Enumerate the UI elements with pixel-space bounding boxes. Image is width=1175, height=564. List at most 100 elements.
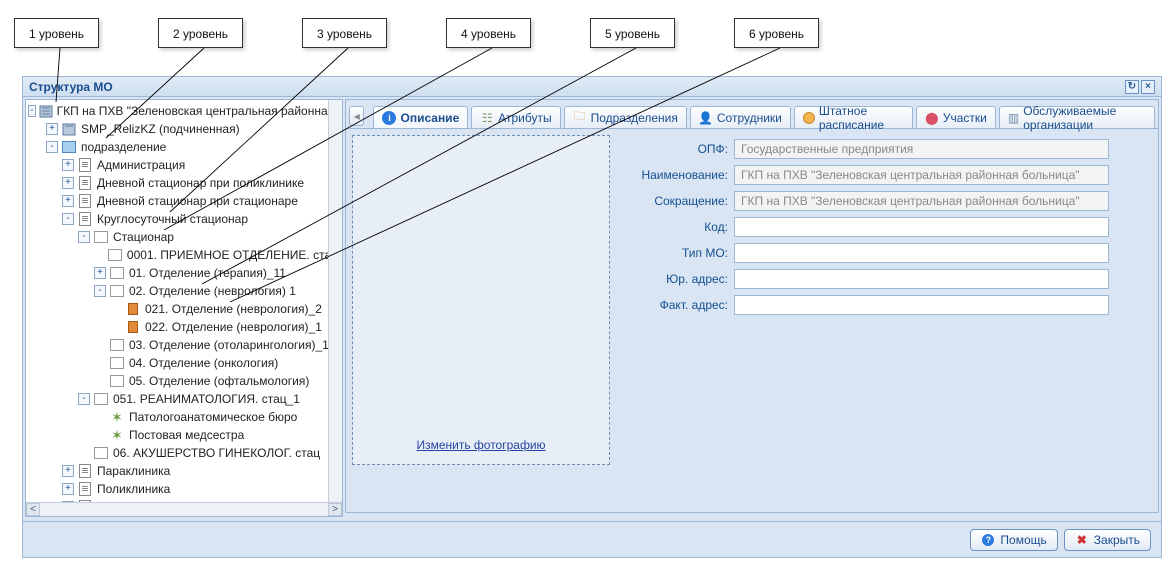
collapse-icon[interactable]: -: [28, 105, 36, 117]
change-photo-link[interactable]: Изменить фотографию: [416, 438, 545, 452]
tree-node-label: 021. Отделение (неврология)_2: [145, 302, 322, 316]
tree-node-label: Патологоанатомическое бюро: [129, 410, 297, 424]
jur-address-input[interactable]: [734, 269, 1109, 289]
building-icon: [39, 104, 53, 118]
tree-node[interactable]: 04. Отделение (онкология): [26, 354, 342, 372]
tree-node-label: Постовая медсестра: [129, 428, 244, 442]
tab-staff[interactable]: 👤 Сотрудники: [690, 106, 791, 128]
tree-node[interactable]: 021. Отделение (неврология)_2: [26, 300, 342, 318]
tree-node[interactable]: - 02. Отделение (неврология) 1: [26, 282, 342, 300]
expand-icon[interactable]: +: [94, 267, 106, 279]
field-label: Факт. адрес:: [618, 298, 728, 312]
tab-served-orgs[interactable]: ▥ Обслуживаемые организации: [999, 106, 1155, 128]
callout-label: 3 уровень: [317, 27, 372, 41]
field-label: Сокращение:: [618, 194, 728, 208]
field-label: Наименование:: [618, 168, 728, 182]
tab-label: Атрибуты: [498, 111, 551, 125]
expand-icon[interactable]: +: [62, 177, 74, 189]
folder-icon: [61, 140, 77, 154]
tree-node[interactable]: -Круглосуточный стационар: [26, 210, 342, 228]
tree-node[interactable]: 03. Отделение (отоларингология)_1: [26, 336, 342, 354]
expand-icon[interactable]: +: [46, 123, 58, 135]
scroll-right-icon[interactable]: >: [328, 503, 342, 516]
expand-icon[interactable]: +: [62, 465, 74, 477]
tree-node-label: Администрация: [97, 158, 185, 172]
prev-tab-button[interactable]: ◂: [349, 106, 364, 126]
tree-node[interactable]: +01. Отделение (терапия)_11: [26, 264, 342, 282]
window-titlebar[interactable]: Структура МО ↻ ×: [23, 77, 1161, 97]
service-icon: ✶: [109, 410, 125, 424]
abbr-input[interactable]: [734, 191, 1109, 211]
window-structure-mo: Структура МО ↻ × - ГКП на ПХВ "Зеленовск…: [22, 76, 1162, 558]
tab-label: Участки: [943, 111, 987, 125]
callout-level-6: 6 уровень: [734, 18, 819, 48]
tab-staffing[interactable]: Штатное расписание: [794, 106, 913, 128]
expand-icon[interactable]: +: [62, 159, 74, 171]
opf-input[interactable]: [734, 139, 1109, 159]
tabs: ◂ i Описание ☷ Атрибуты 🗀 Подразделения …: [346, 100, 1158, 128]
tab-attributes[interactable]: ☷ Атрибуты: [471, 106, 560, 128]
scrollbar-vertical[interactable]: [328, 100, 342, 502]
type-input[interactable]: [734, 243, 1109, 263]
tab-areas[interactable]: ⬤ Участки: [916, 106, 996, 128]
tree-node-label: ГКП на ПХВ "Зеленовская центральная райо…: [57, 104, 328, 118]
card-icon: [109, 266, 125, 280]
help-icon: ?: [981, 533, 995, 547]
tree[interactable]: - ГКП на ПХВ "Зеленовская центральная ра…: [26, 100, 342, 502]
tree-node[interactable]: + Дневной стационар при поликлинике: [26, 174, 342, 192]
tree-node[interactable]: +Поликлиника: [26, 480, 342, 498]
tree-node[interactable]: ✶ Патологоанатомическое бюро: [26, 408, 342, 426]
collapse-icon[interactable]: -: [62, 213, 74, 225]
scrollbar-horizontal[interactable]: < >: [26, 502, 342, 516]
photo-placeholder: Изменить фотографию: [352, 135, 610, 465]
tree-node[interactable]: 0001. ПРИЕМНОЕ ОТДЕЛЕНИЕ. стац: [26, 246, 342, 264]
card-icon: [109, 356, 125, 370]
collapse-icon[interactable]: -: [78, 393, 90, 405]
tree-node-label: Дневной стационар при поликлинике: [97, 176, 304, 190]
unit-icon: [125, 302, 141, 316]
tree-node[interactable]: 022. Отделение (неврология)_1: [26, 318, 342, 336]
tree-node[interactable]: +Дневной стационар при стационаре: [26, 192, 342, 210]
tree-node-label: 02. Отделение (неврология) 1: [129, 284, 296, 298]
tab-description[interactable]: i Описание: [373, 106, 468, 128]
document-icon: [77, 158, 93, 172]
tree-node[interactable]: + Администрация: [26, 156, 342, 174]
refresh-icon[interactable]: ↻: [1125, 80, 1139, 94]
callout-level-2: 2 уровень: [158, 18, 243, 48]
pin-icon: ⬤: [925, 111, 939, 125]
tree-node[interactable]: -051. РЕАНИМАТОЛОГИЯ. стац_1: [26, 390, 342, 408]
scroll-left-icon[interactable]: <: [26, 503, 40, 516]
code-input[interactable]: [734, 217, 1109, 237]
close-button[interactable]: ✖ Закрыть: [1064, 529, 1151, 551]
help-button[interactable]: ? Помощь: [970, 529, 1057, 551]
tree-root[interactable]: - ГКП на ПХВ "Зеленовская центральная ра…: [26, 102, 342, 120]
fact-address-input[interactable]: [734, 295, 1109, 315]
tree-node[interactable]: ✶Постовая медсестра: [26, 426, 342, 444]
tree-node-label: 05. Отделение (офтальмология): [129, 374, 309, 388]
field-abbr: Сокращение:: [618, 191, 1144, 211]
tree-node[interactable]: +Параклиника: [26, 462, 342, 480]
collapse-icon[interactable]: -: [78, 231, 90, 243]
expand-icon[interactable]: +: [62, 483, 74, 495]
tree-spacer: [110, 303, 122, 315]
tab-subdivisions[interactable]: 🗀 Подразделения: [564, 106, 687, 128]
document-icon: [77, 464, 93, 478]
name-input[interactable]: [734, 165, 1109, 185]
folder-icon: 🗀: [573, 111, 587, 125]
card-icon: [109, 284, 125, 298]
tree-node[interactable]: 05. Отделение (офтальмология): [26, 372, 342, 390]
tree-node[interactable]: 06. АКУШЕРСТВО ГИНЕКОЛОГ. стац: [26, 444, 342, 462]
button-label: Закрыть: [1094, 533, 1140, 547]
field-code: Код:: [618, 217, 1144, 237]
close-icon[interactable]: ×: [1141, 80, 1155, 94]
collapse-icon[interactable]: -: [94, 285, 106, 297]
expand-icon[interactable]: +: [62, 195, 74, 207]
tab-label: Обслуживаемые организации: [1023, 104, 1146, 132]
field-name: Наименование:: [618, 165, 1144, 185]
card-icon: [93, 230, 109, 244]
tree-node[interactable]: -Стационар: [26, 228, 342, 246]
scroll-track[interactable]: [40, 503, 328, 516]
collapse-icon[interactable]: -: [46, 141, 58, 153]
tree-node[interactable]: -подразделение: [26, 138, 342, 156]
tree-node[interactable]: +SMP_RelizKZ (подчиненная): [26, 120, 342, 138]
